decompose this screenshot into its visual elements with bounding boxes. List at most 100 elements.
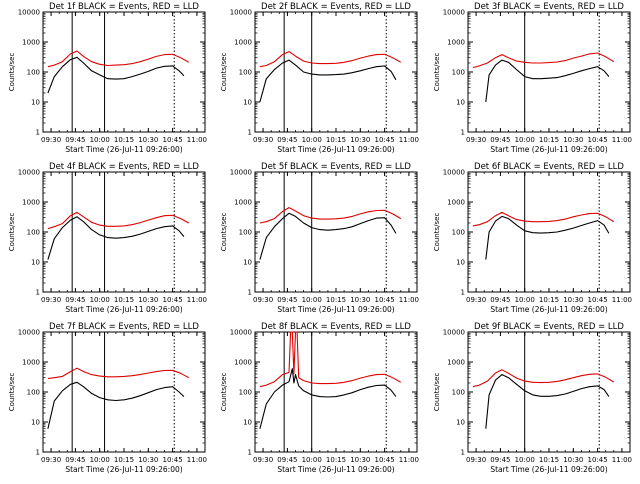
y-axis-label: Counts/sec: [8, 53, 16, 92]
y-tick-label: 10000: [443, 169, 465, 177]
panel-title: Det 1f BLACK = Events, RED = LLD: [49, 2, 199, 12]
y-axis-label: Counts/sec: [220, 53, 228, 92]
y-tick-label: 1: [461, 449, 465, 457]
y-tick-label: 100: [27, 389, 40, 397]
x-tick-label: 10:00: [515, 136, 535, 144]
y-tick-label: 10000: [230, 329, 252, 337]
x-tick-label: 09:30: [41, 456, 61, 464]
y-tick-label: 1000: [447, 39, 465, 47]
x-tick-label: 10:15: [114, 456, 134, 464]
y-tick-label: 100: [27, 229, 40, 237]
y-tick-label: 10: [31, 419, 40, 427]
y-tick-label: 10000: [18, 9, 40, 17]
x-tick-label: 10:30: [350, 456, 370, 464]
x-tick-label: 09:30: [253, 296, 273, 304]
x-tick-label: 09:30: [253, 136, 273, 144]
x-axis-label: Start Time (26-Jul-11 09:26:00): [65, 465, 182, 474]
x-tick-label: 10:30: [138, 136, 158, 144]
plot-frame: [467, 171, 631, 293]
x-tick-label: 09:45: [277, 296, 297, 304]
x-tick-label: 10:00: [90, 296, 110, 304]
series-line-black: [47, 216, 185, 260]
series-line-black: [47, 56, 185, 94]
x-tick-label: 09:45: [65, 456, 85, 464]
y-tick-label: 1: [248, 449, 252, 457]
y-tick-label: 100: [27, 69, 40, 77]
y-tick-label: 1: [461, 289, 465, 297]
x-tick-label: 10:15: [114, 136, 134, 144]
x-tick-label: 11:00: [612, 456, 632, 464]
series-line-red: [472, 211, 615, 227]
panel-title: Det 3f BLACK = Events, RED = LLD: [474, 2, 624, 12]
x-tick-label: 09:45: [277, 456, 297, 464]
series-line-black: [259, 59, 397, 103]
y-tick-label: 10: [31, 99, 40, 107]
x-axis-label: Start Time (26-Jul-11 09:26:00): [65, 145, 182, 154]
x-tick-label: 10:30: [350, 296, 370, 304]
y-axis-label: Counts/sec: [433, 53, 441, 92]
x-tick-label: 10:15: [114, 296, 134, 304]
y-tick-label: 10: [243, 259, 252, 267]
series-line-black: [259, 212, 397, 260]
x-tick-label: 09:45: [490, 456, 510, 464]
series-line-red: [259, 331, 402, 388]
x-tick-label: 09:45: [490, 296, 510, 304]
x-tick-label: 09:45: [65, 136, 85, 144]
series-line-red: [472, 369, 615, 388]
x-tick-label: 11:00: [187, 136, 207, 144]
detector-panel: Det 5f BLACK = Events, RED = LLD 09:30 09:…: [220, 162, 419, 314]
x-axis-label: Start Time (26-Jul-11 09:26:00): [490, 465, 607, 474]
series-line-black: [47, 381, 185, 429]
y-tick-label: 10000: [443, 9, 465, 17]
plot-frame: [42, 331, 206, 453]
x-axis-label: Start Time (26-Jul-11 09:26:00): [65, 305, 182, 314]
y-tick-label: 1: [248, 129, 252, 137]
y-tick-label: 10000: [443, 329, 465, 337]
x-tick-label: 09:45: [490, 136, 510, 144]
x-axis-label: Start Time (26-Jul-11 09:26:00): [490, 305, 607, 314]
x-tick-label: 10:00: [302, 456, 322, 464]
y-axis-label: Counts/sec: [8, 373, 16, 412]
panel-title: Det 6f BLACK = Events, RED = LLD: [474, 162, 624, 172]
y-axis-label: Counts/sec: [8, 213, 16, 252]
x-tick-label: 10:00: [90, 456, 110, 464]
y-tick-label: 10: [456, 419, 465, 427]
x-tick-label: 11:00: [612, 136, 632, 144]
x-tick-label: 10:45: [163, 456, 183, 464]
x-tick-label: 10:45: [163, 136, 183, 144]
y-tick-label: 10: [243, 419, 252, 427]
x-tick-label: 10:00: [90, 136, 110, 144]
x-tick-label: 11:00: [399, 296, 419, 304]
x-tick-label: 10:45: [375, 456, 395, 464]
panel-title: Det 9f BLACK = Events, RED = LLD: [474, 322, 624, 332]
y-tick-label: 1: [36, 289, 40, 297]
y-tick-label: 10: [456, 259, 465, 267]
x-tick-label: 10:00: [515, 456, 535, 464]
x-tick-label: 10:15: [326, 296, 346, 304]
y-axis-label: Counts/sec: [220, 373, 228, 412]
x-tick-label: 09:30: [466, 136, 486, 144]
series-line-black: [485, 59, 610, 103]
x-tick-label: 11:00: [187, 296, 207, 304]
x-tick-label: 10:15: [539, 136, 559, 144]
x-tick-label: 11:00: [187, 456, 207, 464]
x-axis-label: Start Time (26-Jul-11 09:26:00): [490, 145, 607, 154]
series-line-black: [485, 374, 610, 429]
y-tick-label: 100: [239, 229, 252, 237]
y-tick-label: 100: [452, 389, 465, 397]
y-tick-label: 1: [248, 289, 252, 297]
y-axis-label: Counts/sec: [433, 373, 441, 412]
detector-panel: Det 1f BLACK = Events, RED = LLD 09:30 09:…: [8, 2, 207, 154]
y-tick-label: 10: [243, 99, 252, 107]
series-line-black: [259, 368, 397, 429]
x-tick-label: 10:00: [515, 296, 535, 304]
y-tick-label: 10000: [230, 9, 252, 17]
y-tick-label: 10000: [18, 169, 40, 177]
y-tick-label: 1000: [22, 359, 40, 367]
x-axis-label: Start Time (26-Jul-11 09:26:00): [277, 305, 394, 314]
y-tick-label: 100: [452, 69, 465, 77]
x-tick-label: 09:45: [277, 136, 297, 144]
x-tick-label: 09:30: [41, 296, 61, 304]
x-tick-label: 09:30: [41, 136, 61, 144]
